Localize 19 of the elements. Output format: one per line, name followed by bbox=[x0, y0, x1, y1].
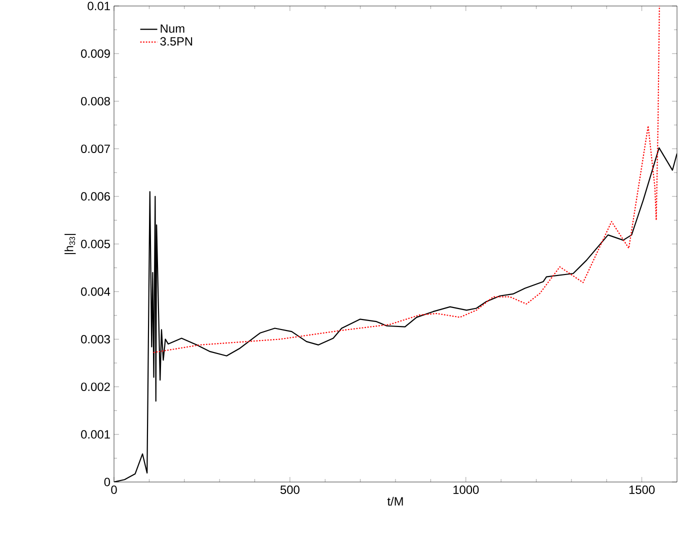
x-tick-label: 500 bbox=[280, 486, 300, 494]
y-tick-label: 0.004 bbox=[81, 287, 110, 296]
y-axis-title: |h$_{33}$| bbox=[64, 234, 76, 254]
x-tick-label: 1500 bbox=[629, 486, 655, 494]
legend-label: Num bbox=[160, 24, 184, 33]
y-tick-label: 0.002 bbox=[81, 382, 110, 392]
y-tick-label: 0.005 bbox=[81, 240, 110, 248]
y-tick-label: 0.007 bbox=[81, 144, 110, 154]
x-axis-title: t/M bbox=[387, 496, 403, 506]
y-tick-label: 0.006 bbox=[81, 192, 110, 201]
x-tick-label: 0 bbox=[111, 486, 117, 494]
legend-label: 3.5PN bbox=[160, 37, 192, 46]
y-tick-label: 0.003 bbox=[81, 334, 110, 344]
y-tick-label: 0.001 bbox=[81, 430, 110, 439]
y-tick-label: 0.008 bbox=[81, 96, 110, 106]
y-tick-label: 0 bbox=[104, 478, 110, 486]
y-tick-label: 0.01 bbox=[88, 2, 110, 10]
y-tick-label: 0.009 bbox=[81, 49, 110, 58]
x-tick-label: 1000 bbox=[453, 486, 479, 494]
